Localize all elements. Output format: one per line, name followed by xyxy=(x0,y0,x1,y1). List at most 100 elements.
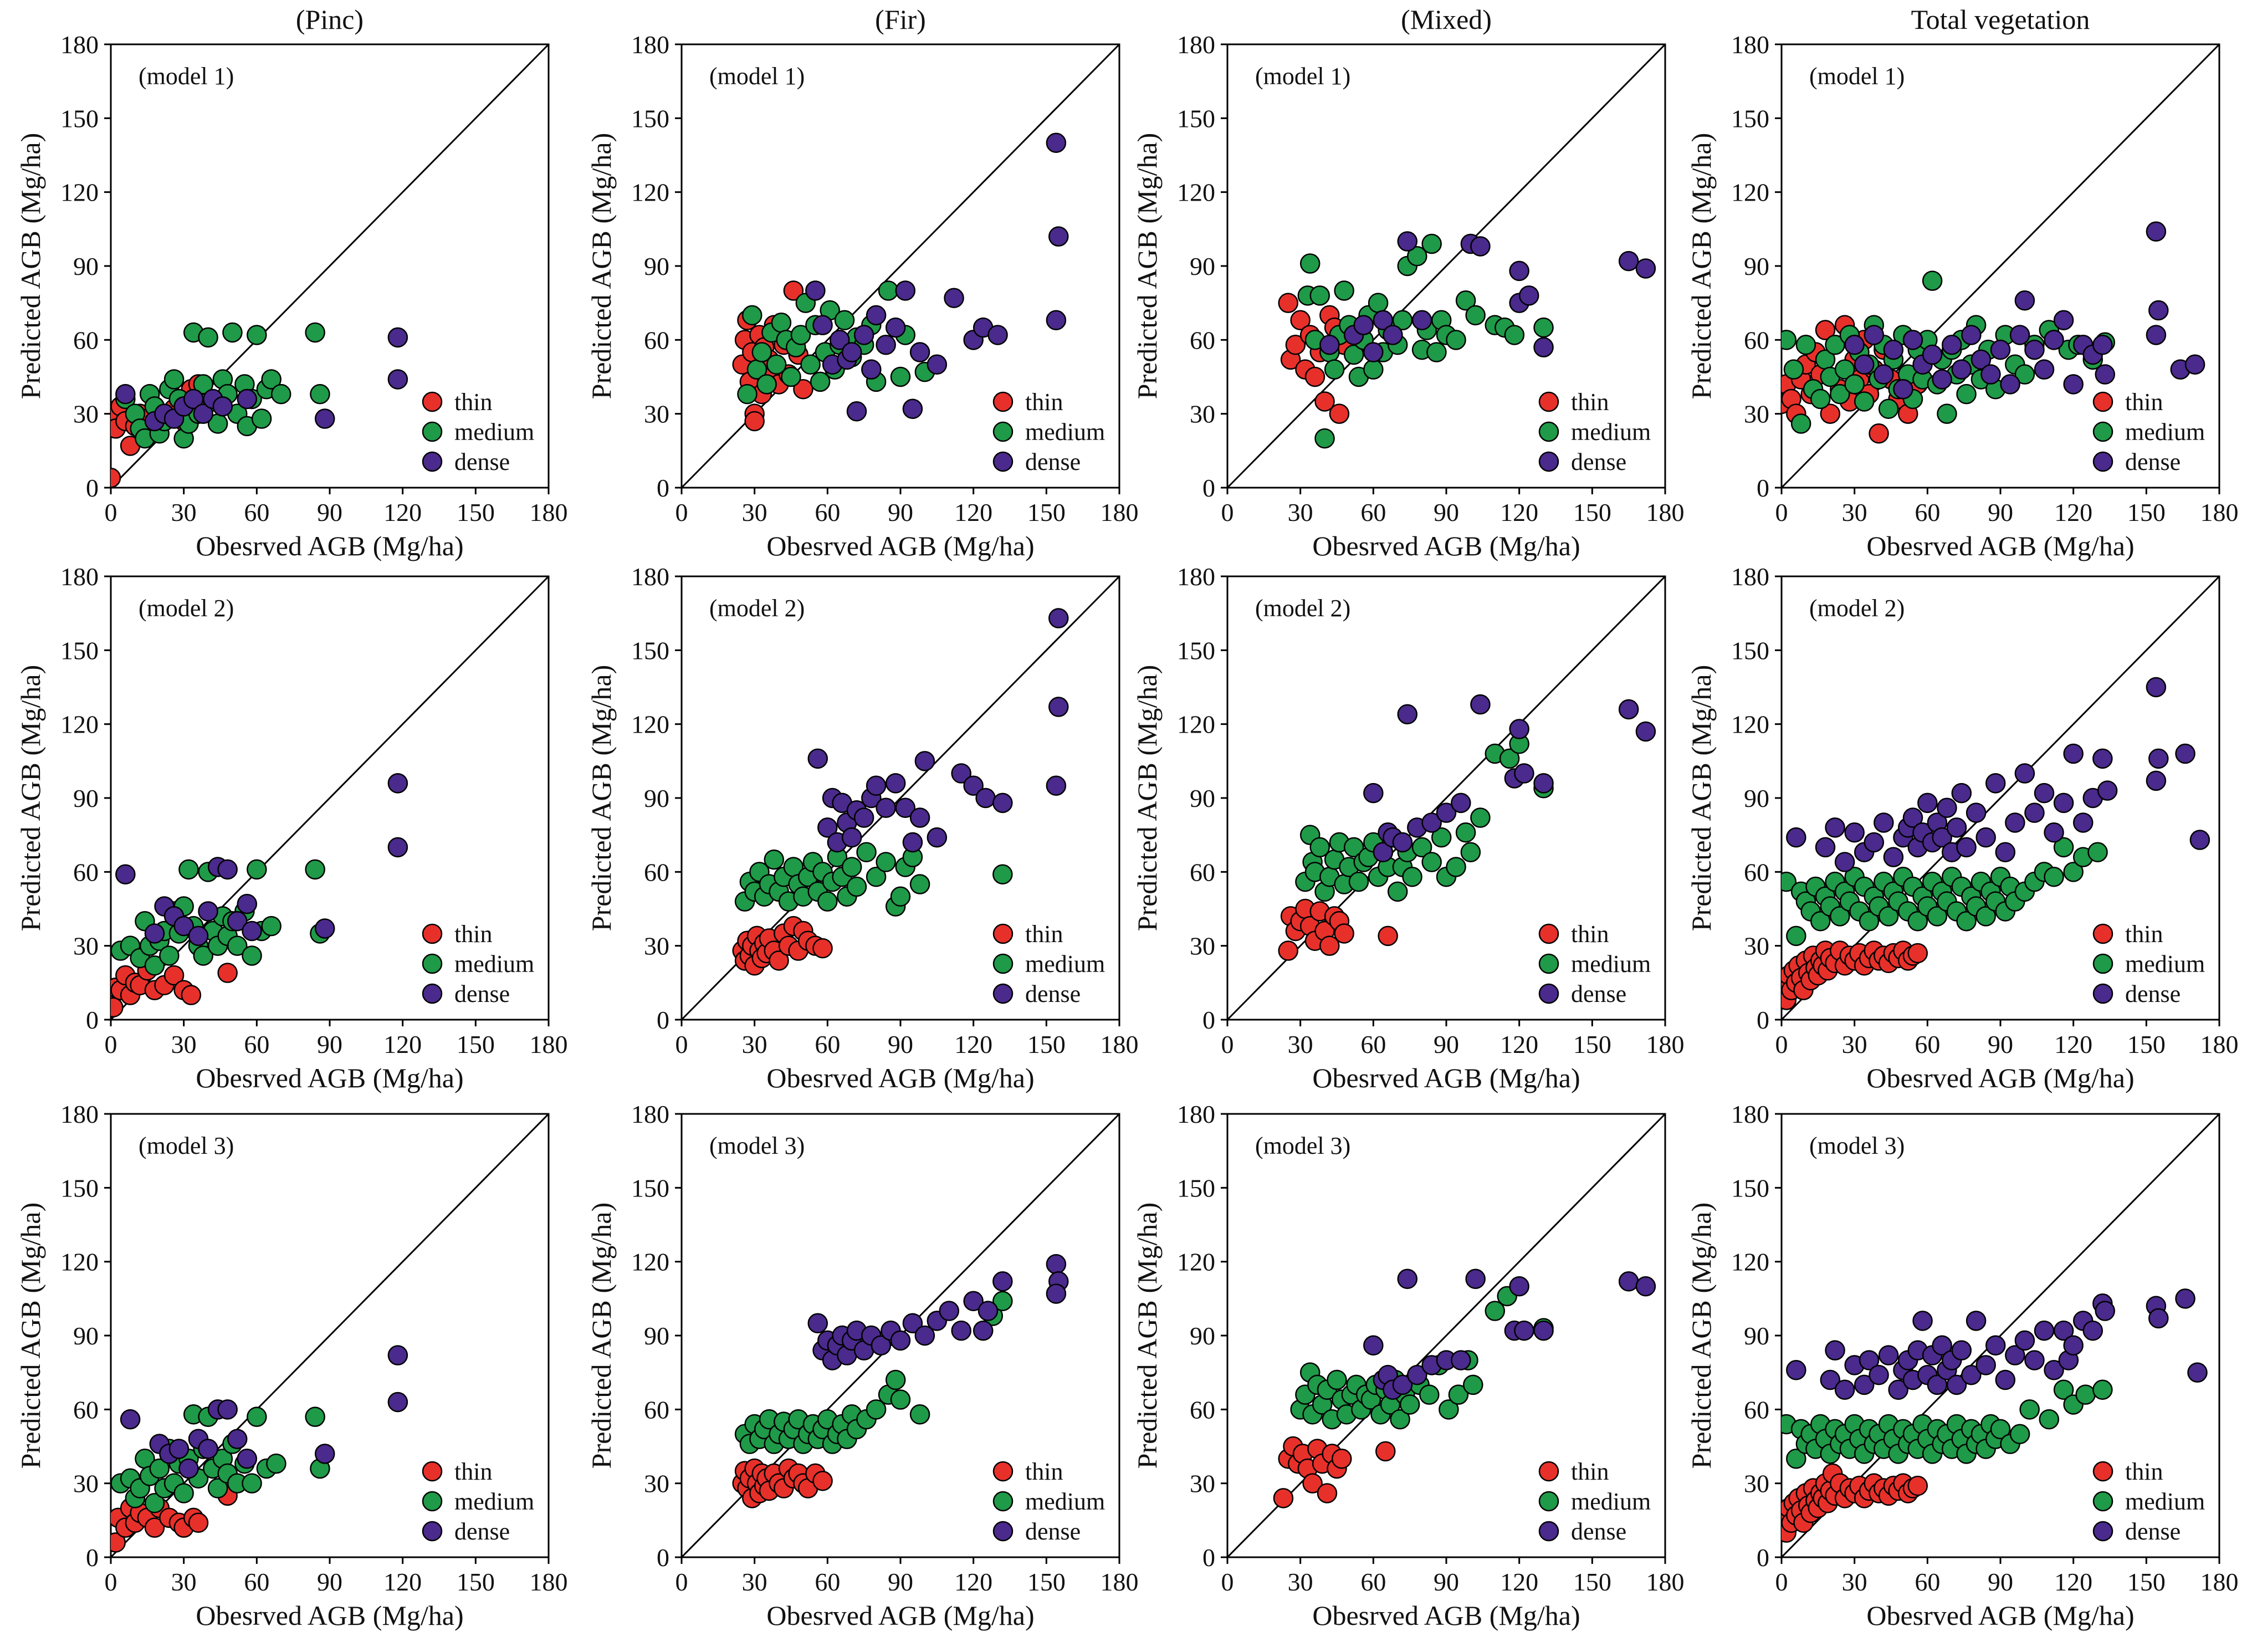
legend-label-thin: thin xyxy=(2125,1458,2163,1485)
x-tick-label: 60 xyxy=(1360,1030,1386,1058)
y-axis-label: Predicted AGB (Mg/ha) xyxy=(1686,1203,1717,1469)
point-medium xyxy=(1844,374,1865,395)
x-tick-label: 60 xyxy=(244,1030,269,1058)
legend-label-medium: medium xyxy=(1571,1488,1651,1515)
legend-label-dense: dense xyxy=(454,448,510,475)
points-layer xyxy=(111,773,408,1018)
point-medium xyxy=(1448,1384,1469,1405)
point-dense xyxy=(387,1345,408,1365)
point-dense xyxy=(2092,748,2113,769)
legend-marker-thin xyxy=(992,391,1014,412)
legend-marker-dense xyxy=(1538,983,1559,1004)
legend-marker-medium xyxy=(1538,953,1559,974)
point-dense xyxy=(1995,842,2016,863)
point-medium xyxy=(866,1399,887,1420)
point-medium xyxy=(227,935,248,956)
y-tick-label: 60 xyxy=(1190,858,1215,886)
point-dense xyxy=(1888,1379,1908,1400)
point-dense xyxy=(1902,330,1923,350)
point-medium xyxy=(1786,1448,1806,1469)
point-dense xyxy=(1363,1335,1384,1356)
point-dense xyxy=(1932,827,1952,848)
point-dense xyxy=(2092,334,2113,355)
point-dense xyxy=(885,773,906,794)
point-dense xyxy=(992,792,1013,814)
identity-line xyxy=(1226,43,1666,489)
point-medium xyxy=(2053,837,2074,858)
scatter-panel-pine-m1: 00 30 30 60 60 90 90 120 120 150 150 180 180 Obesrved… xyxy=(15,30,568,561)
x-tick-label: 180 xyxy=(1646,1568,1685,1596)
point-dense xyxy=(963,1291,984,1312)
point-medium xyxy=(198,327,218,348)
points-layer xyxy=(1782,677,2210,1010)
point-dense xyxy=(2097,780,2118,801)
point-medium xyxy=(305,859,325,880)
y-tick-label: 30 xyxy=(1744,1470,1769,1498)
point-dense xyxy=(1618,1271,1639,1292)
y-tick-label: 90 xyxy=(73,252,99,280)
y-tick-label: 90 xyxy=(1744,784,1769,812)
x-tick-label: 180 xyxy=(1646,498,1685,526)
legend-marker-medium xyxy=(422,1491,443,1512)
y-tick-label: 180 xyxy=(1731,1100,1769,1128)
point-medium xyxy=(1421,233,1442,254)
point-dense xyxy=(939,1301,960,1321)
legend-label-thin: thin xyxy=(454,920,492,948)
y-tick-label: 120 xyxy=(1177,1248,1215,1276)
x-tick-label: 0 xyxy=(105,1568,117,1596)
scatter-panel-pine-m2: 00 30 30 60 60 90 90 120 120 150 150 180 180 Obesrved… xyxy=(15,562,568,1093)
point-dense xyxy=(951,1320,971,1341)
point-medium xyxy=(1956,911,1977,932)
y-tick-label: 150 xyxy=(60,104,99,132)
point-dense xyxy=(1995,1369,2016,1390)
x-tick-label: 0 xyxy=(105,498,117,526)
point-medium xyxy=(1324,359,1345,380)
model-label: (model 1) xyxy=(139,63,234,90)
point-dense xyxy=(1893,379,1913,400)
point-medium xyxy=(2014,364,2035,385)
point-dense xyxy=(2014,1330,2035,1351)
x-tick-label: 180 xyxy=(1101,1568,1139,1596)
legend-marker-thin xyxy=(422,1461,443,1482)
y-tick-label: 0 xyxy=(1757,1543,1769,1572)
y-tick-label: 0 xyxy=(1202,474,1215,502)
x-tick-label: 120 xyxy=(1500,1568,1538,1596)
x-axis-label: Obesrved AGB (Mg/ha) xyxy=(1866,1062,2134,1093)
column-title: (Mixed) xyxy=(1401,4,1492,35)
point-dense xyxy=(198,1439,218,1459)
x-tick-label: 180 xyxy=(530,498,568,526)
y-tick-label: 30 xyxy=(644,932,669,960)
y-tick-label: 60 xyxy=(73,858,99,886)
point-dense xyxy=(1961,325,1982,345)
point-dense xyxy=(1048,697,1069,717)
point-medium xyxy=(144,955,165,976)
point-dense xyxy=(1854,354,1875,375)
point-dense xyxy=(866,775,887,796)
point-medium xyxy=(1499,748,1520,769)
point-dense xyxy=(2148,1308,2169,1329)
point-dense xyxy=(1946,1374,1967,1395)
point-dense xyxy=(1932,369,1952,390)
x-tick-label: 180 xyxy=(1101,498,1139,526)
point-medium xyxy=(1533,317,1554,338)
point-dense xyxy=(1975,827,1996,848)
point-dense xyxy=(1411,310,1432,331)
point-dense xyxy=(1937,797,1957,819)
y-tick-label: 60 xyxy=(73,1395,99,1424)
point-dense xyxy=(2005,1345,2025,1365)
x-tick-label: 60 xyxy=(1915,1568,1940,1596)
legend-label-medium: medium xyxy=(1025,1488,1105,1515)
point-medium xyxy=(2009,1424,2030,1445)
point-medium xyxy=(890,1389,911,1410)
legend-marker-thin xyxy=(1538,1461,1559,1482)
point-dense xyxy=(890,1330,911,1351)
point-dense xyxy=(1048,226,1069,247)
point-dense xyxy=(876,797,896,819)
point-dense xyxy=(2053,792,2074,814)
legend-label-thin: thin xyxy=(2125,920,2163,948)
point-medium xyxy=(1334,280,1354,301)
column-title: Total vegetation xyxy=(1911,4,2090,35)
